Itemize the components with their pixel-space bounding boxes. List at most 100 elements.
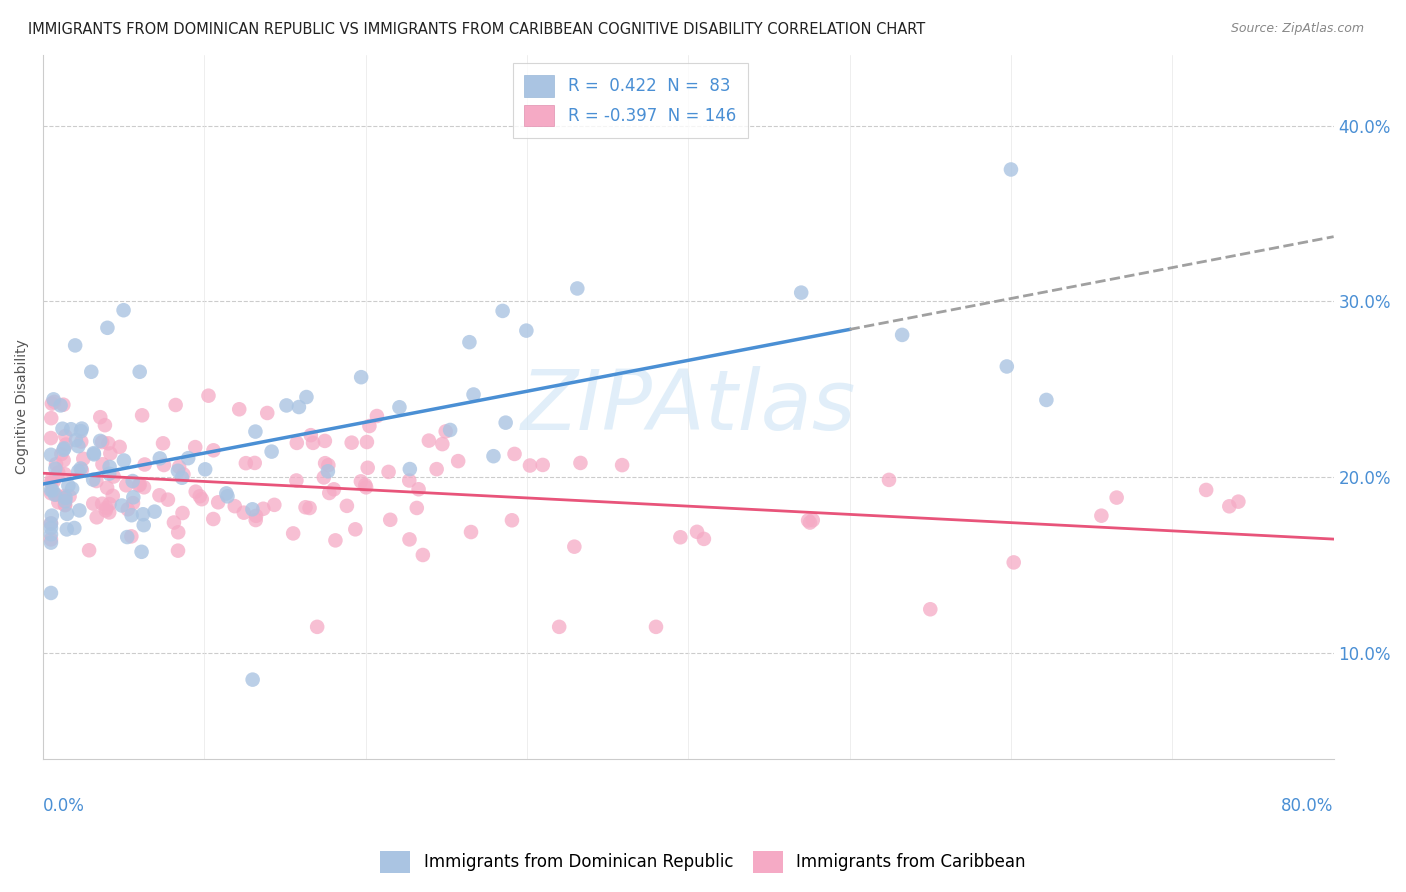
Point — [299, 428, 322, 442]
Point — [120, 529, 142, 543]
Point — [256, 406, 278, 420]
Point — [46, 466, 69, 480]
Point — [121, 508, 143, 523]
Point — [98, 467, 121, 481]
Point — [285, 474, 308, 488]
Point — [112, 453, 135, 467]
Point — [167, 543, 190, 558]
Point — [69, 461, 91, 475]
Point — [877, 473, 900, 487]
Point — [519, 458, 541, 473]
Point — [294, 500, 316, 515]
Point — [515, 324, 537, 338]
Point — [426, 462, 449, 476]
Point — [217, 489, 239, 503]
Point — [148, 488, 170, 502]
Point — [44, 394, 66, 409]
Point — [1035, 392, 1057, 407]
Point — [531, 458, 554, 472]
Point — [357, 460, 380, 475]
Point — [153, 458, 176, 472]
Point — [1218, 500, 1240, 514]
Point — [60, 422, 83, 436]
Point — [39, 516, 62, 531]
Point — [503, 447, 526, 461]
Point — [177, 451, 200, 466]
Point — [243, 456, 266, 470]
Point — [224, 499, 246, 513]
Point — [260, 444, 283, 458]
Point — [245, 513, 267, 527]
Point — [132, 508, 155, 522]
Point — [70, 424, 93, 438]
Point — [366, 409, 388, 423]
Point — [72, 451, 94, 466]
Point — [398, 462, 420, 476]
Point — [356, 435, 378, 450]
Point — [1002, 555, 1025, 569]
Point — [44, 461, 66, 475]
Point — [52, 398, 75, 412]
Point — [117, 502, 139, 516]
Point — [388, 401, 411, 415]
Text: 80.0%: 80.0% — [1281, 797, 1334, 815]
Point — [91, 435, 114, 450]
Point — [53, 467, 76, 482]
Point — [53, 498, 76, 512]
Point — [39, 521, 62, 535]
Point — [91, 457, 114, 471]
Point — [156, 492, 179, 507]
Point — [96, 320, 118, 334]
Point — [318, 458, 340, 472]
Point — [39, 431, 62, 445]
Point — [98, 446, 121, 460]
Point — [350, 370, 373, 384]
Point — [501, 513, 523, 527]
Point — [42, 474, 65, 488]
Point — [686, 524, 709, 539]
Point — [408, 482, 430, 496]
Point — [295, 390, 318, 404]
Point — [83, 447, 105, 461]
Point — [53, 494, 76, 508]
Point — [344, 522, 367, 536]
Point — [77, 543, 100, 558]
Point — [94, 418, 117, 433]
Point — [567, 281, 589, 295]
Point — [920, 602, 942, 616]
Point — [41, 508, 63, 523]
Point — [202, 443, 225, 458]
Point — [51, 422, 73, 436]
Text: 0.0%: 0.0% — [44, 797, 84, 815]
Point — [67, 503, 90, 517]
Point — [197, 389, 219, 403]
Point — [49, 398, 72, 412]
Point — [41, 472, 63, 486]
Point — [354, 480, 377, 494]
Point — [67, 439, 90, 453]
Point — [55, 491, 77, 505]
Point — [797, 514, 820, 528]
Point — [314, 456, 336, 470]
Point — [380, 513, 402, 527]
Point — [98, 497, 121, 511]
Point — [167, 525, 190, 540]
Point — [548, 620, 571, 634]
Point — [117, 530, 139, 544]
Point — [799, 516, 821, 530]
Point — [188, 489, 211, 503]
Point — [91, 497, 114, 511]
Point — [132, 480, 155, 494]
Point — [318, 486, 340, 500]
Point — [52, 453, 75, 467]
Point — [70, 421, 93, 435]
Point — [86, 474, 108, 488]
Text: ZIPAtlas: ZIPAtlas — [520, 367, 856, 448]
Point — [163, 516, 186, 530]
Legend: Immigrants from Dominican Republic, Immigrants from Caribbean: Immigrants from Dominican Republic, Immi… — [374, 845, 1032, 880]
Point — [39, 516, 62, 531]
Point — [790, 285, 813, 300]
Point — [89, 410, 111, 425]
Point — [96, 500, 118, 515]
Point — [285, 436, 308, 450]
